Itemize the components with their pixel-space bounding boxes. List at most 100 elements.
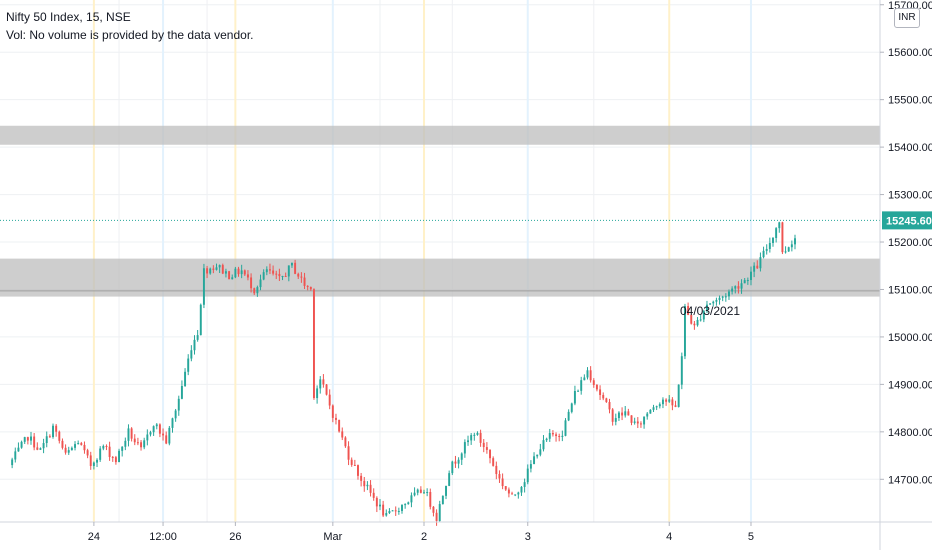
time-tick-label: 12:00: [149, 531, 177, 543]
candle-body: [561, 435, 564, 437]
candle-body: [702, 310, 705, 320]
candle-body: [683, 306, 686, 357]
candle-body: [268, 269, 271, 271]
candle-body: [410, 495, 413, 503]
candle-body: [762, 250, 765, 258]
candle-body: [328, 394, 331, 406]
candle-body: [548, 433, 551, 439]
candle-body: [416, 489, 419, 493]
candle-body: [243, 270, 246, 275]
candle-body: [253, 288, 256, 294]
candle-body: [231, 277, 234, 280]
candle-body: [149, 432, 152, 435]
candle-body: [52, 425, 54, 437]
candle-body: [514, 494, 517, 496]
candle-body: [768, 242, 771, 249]
candle-body: [668, 399, 671, 402]
candle-body: [209, 268, 212, 274]
candle-body: [391, 510, 394, 512]
candle-body: [495, 465, 498, 475]
candle-body: [369, 484, 372, 493]
candle-body: [259, 279, 262, 288]
candle-body: [152, 426, 155, 433]
chart-legend: Nifty 50 Index, 15, NSE Vol: No volume i…: [6, 8, 253, 44]
candle-body: [781, 222, 784, 253]
candle-body: [655, 406, 658, 408]
candle-body: [419, 489, 422, 493]
candle-body: [728, 291, 730, 297]
candle-body: [721, 296, 724, 298]
candle-body: [661, 399, 664, 405]
candle-body: [61, 440, 64, 448]
candle-body: [30, 436, 32, 441]
price-tick-label: 15500.00: [888, 95, 932, 107]
candle-body: [375, 497, 378, 507]
candle-body: [718, 297, 721, 300]
candle-body: [583, 377, 586, 381]
price-tick-label: 15100.00: [888, 284, 932, 296]
candle-body: [193, 339, 196, 351]
candle-body: [731, 288, 734, 292]
candle-body: [180, 385, 183, 399]
candle-body: [83, 444, 86, 451]
candle-body: [287, 265, 290, 277]
symbol-title[interactable]: Nifty 50 Index, 15, NSE: [6, 10, 131, 24]
candle-body: [86, 450, 89, 456]
candle-body: [344, 437, 347, 447]
candle-body: [162, 433, 165, 436]
price-tick-label: 15300.00: [888, 190, 932, 202]
candle-body: [602, 394, 605, 399]
candle-body: [309, 286, 312, 290]
candle-body: [520, 486, 523, 493]
candle-body: [177, 398, 180, 411]
candle-body: [140, 442, 143, 448]
candle-body: [165, 435, 168, 444]
candle-body: [621, 412, 624, 416]
candle-body: [114, 457, 117, 463]
candle-body: [108, 446, 111, 457]
candle-body: [507, 489, 510, 494]
candle-body: [171, 418, 174, 428]
candle-body: [778, 222, 781, 229]
candle-body: [734, 286, 737, 289]
currency-badge[interactable]: INR: [894, 8, 920, 28]
candle-body: [221, 265, 224, 274]
candle-body: [74, 444, 76, 448]
candle-body: [658, 404, 661, 407]
candle-body: [438, 504, 441, 521]
candle-body: [33, 436, 36, 448]
candle-body: [58, 431, 61, 441]
candle-body: [617, 412, 620, 419]
candle-body: [240, 270, 243, 275]
candle-body: [111, 456, 114, 458]
candle-body: [363, 480, 366, 487]
candle-body: [753, 265, 756, 272]
candle-body: [360, 475, 363, 481]
candle-body: [158, 424, 161, 434]
candle-body: [608, 402, 611, 410]
candle-body: [470, 435, 473, 441]
candle-body: [605, 398, 608, 403]
candle-body: [790, 244, 793, 248]
candle-body: [102, 445, 105, 449]
candle-body: [382, 504, 385, 516]
candle-body: [92, 462, 95, 466]
candle-body: [388, 511, 391, 514]
candle-body: [39, 448, 42, 450]
candle-body: [11, 459, 14, 466]
candle-body: [338, 419, 341, 432]
candle-body: [353, 464, 356, 466]
candle-body: [573, 390, 576, 404]
candle-body: [639, 423, 642, 425]
candle-body: [312, 289, 315, 399]
candle-body: [350, 459, 353, 465]
candle-body: [517, 492, 520, 495]
candle-body: [379, 504, 381, 507]
candle-body: [627, 411, 630, 416]
candle-body: [146, 434, 149, 441]
price-tick-label: 15200.00: [888, 237, 932, 249]
candle-body: [14, 451, 17, 460]
candle-body: [476, 432, 479, 435]
candle-body: [630, 415, 633, 423]
candle-body: [212, 268, 215, 270]
